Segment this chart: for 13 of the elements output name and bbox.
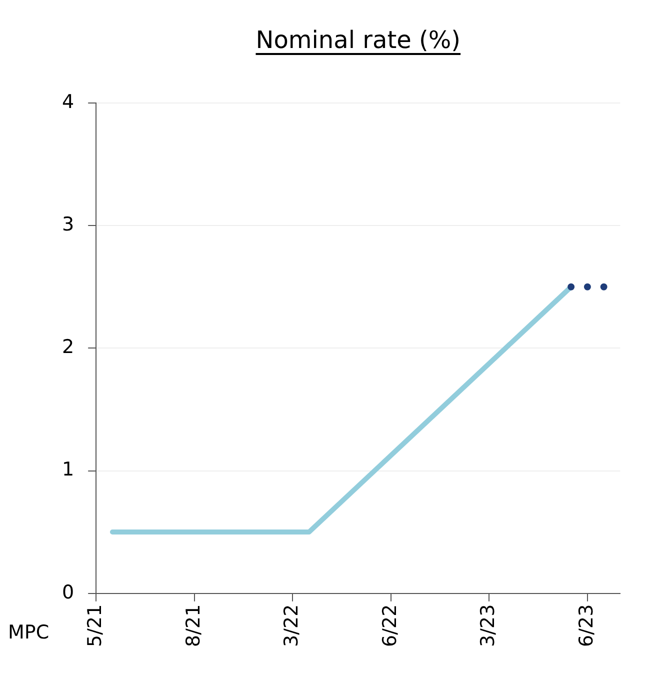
x-tick-label: 3/23 [477, 604, 500, 648]
y-tick-label: 3 [62, 214, 74, 236]
x-tick-label: 8/21 [182, 604, 204, 648]
y-tick-label: 2 [62, 336, 74, 358]
y-tick-label: 4 [62, 90, 74, 113]
chart-title: Nominal rate (%) [256, 26, 461, 54]
x-tick-label: 6/22 [378, 604, 401, 648]
y-tick-label: 1 [62, 458, 74, 481]
x-tick-label: 5/21 [84, 604, 106, 648]
x-axis-title: MPC [8, 621, 50, 644]
x-tick-label: 6/23 [575, 604, 598, 648]
x-tick-label: 3/22 [280, 604, 303, 648]
y-tick-label: 0 [62, 581, 74, 604]
